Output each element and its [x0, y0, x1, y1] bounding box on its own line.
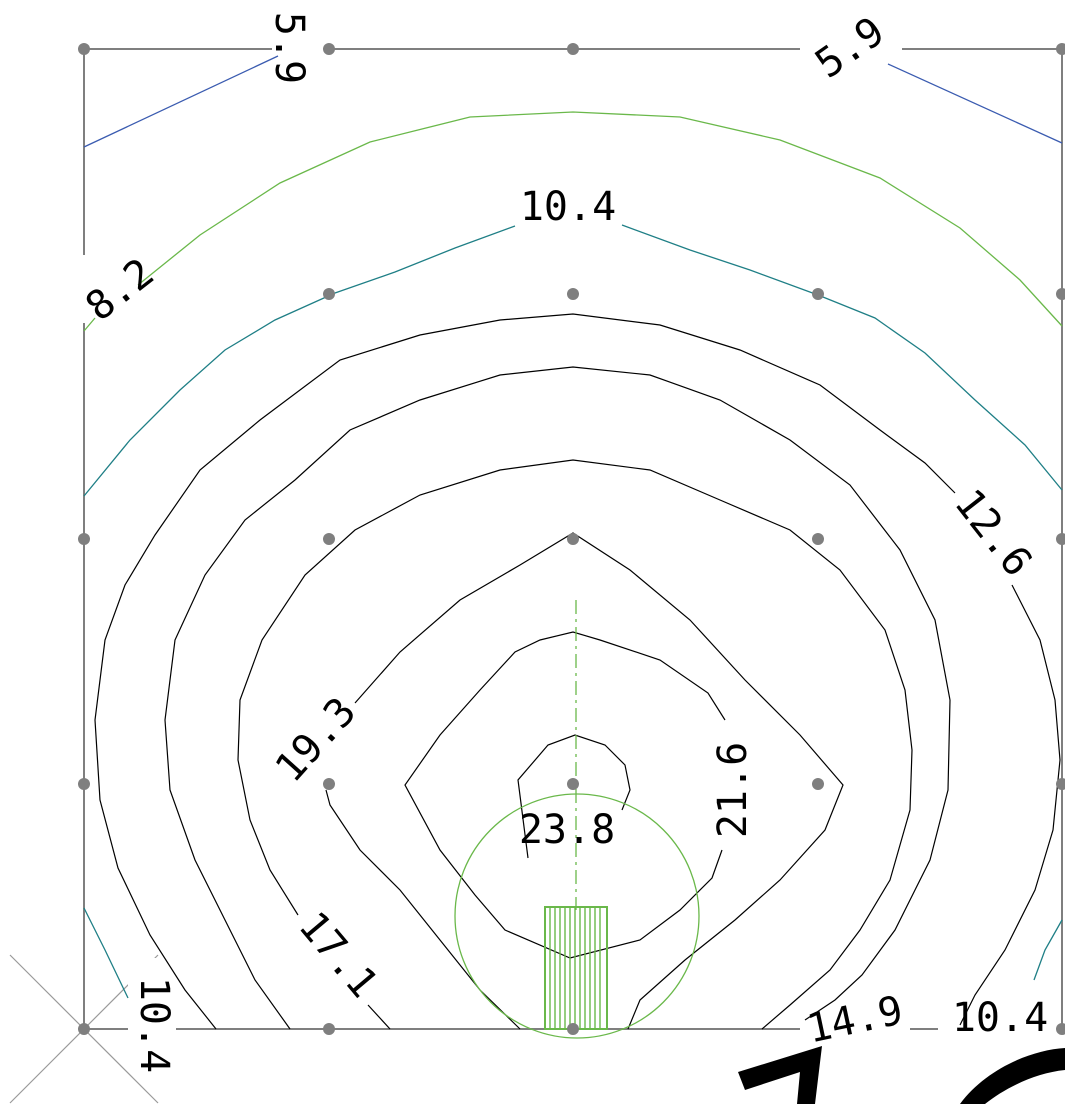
grid-point	[812, 778, 824, 790]
grid-point	[323, 43, 335, 55]
luminaire-circle	[454, 793, 700, 1039]
contour-label-5-9-left: 5.9	[266, 12, 312, 84]
grid-point	[567, 1023, 579, 1035]
grid-point	[812, 288, 824, 300]
contour-8-2	[83, 111, 1063, 332]
luminaire-hatch	[549, 907, 601, 1029]
contour-10-4	[83, 224, 1063, 497]
grid-point	[567, 43, 579, 55]
contour-label-21-6: 21.6	[710, 742, 756, 838]
label-masks	[74, 8, 1058, 1068]
grid-point	[1056, 288, 1065, 300]
contour-label-10-4-top: 10.4	[520, 184, 616, 230]
contour-21-6	[404, 631, 726, 959]
grid-point	[323, 288, 335, 300]
grid-point	[1056, 533, 1065, 545]
luminaire-symbol	[454, 600, 700, 1039]
grid-point	[1056, 1023, 1065, 1035]
contour-14-9	[164, 366, 951, 1030]
grid-point	[1056, 778, 1065, 790]
grid-point	[567, 288, 579, 300]
contour-12-6	[94, 313, 1061, 1030]
contour-labels: 5.9 5.9 8.2 10.4 12.6 19.3 21.6 23.8 17.…	[77, 8, 1048, 1073]
contour-label-10-4-left: 10.4	[131, 977, 177, 1073]
contour-label-10-4-right: 10.4	[952, 995, 1048, 1041]
grid-point	[78, 533, 90, 545]
grid-point	[567, 533, 579, 545]
large-glyph-seven	[738, 1046, 822, 1104]
contour-label-23-8: 23.8	[519, 807, 615, 853]
large-glyph-circle	[960, 1048, 1065, 1104]
contour-5-9	[83, 55, 1063, 148]
contour-10-4-corners	[83, 907, 1063, 999]
large-partial-glyphs	[738, 1046, 1065, 1104]
grid-point	[78, 1023, 90, 1035]
grid-point	[323, 1023, 335, 1035]
grid-point	[1056, 43, 1065, 55]
grid-point	[567, 778, 579, 790]
contour-17-1	[237, 459, 913, 1030]
contour-23-8	[517, 734, 631, 859]
grid-points	[78, 43, 1065, 1035]
grid-point	[323, 533, 335, 545]
grid-point	[323, 778, 335, 790]
grid-point	[78, 43, 90, 55]
grid-point	[78, 778, 90, 790]
grid-point	[812, 533, 824, 545]
